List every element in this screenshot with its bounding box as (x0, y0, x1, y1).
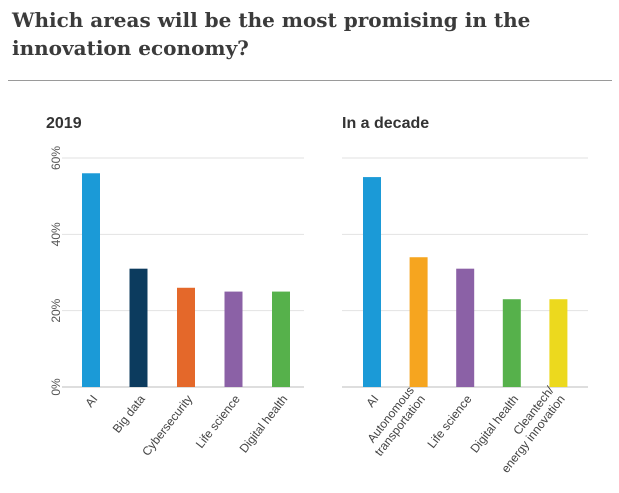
chart-title-1: 2019 (46, 115, 82, 132)
category-label-2-5: Cleantech/energy innovation (487, 383, 568, 475)
chart-title-2: In a decade (342, 115, 429, 132)
figure-title: Which areas will be the most promising i… (12, 8, 531, 60)
y-tick-label: 20% (49, 298, 63, 322)
y-tick-label: 40% (49, 222, 63, 246)
y-tick-label: 0% (49, 378, 63, 396)
category-label-1-3: Cybersecurity (139, 392, 195, 458)
category-label-1-2: Big data (110, 392, 148, 436)
bar-2-1 (363, 177, 381, 387)
bar-2-4 (502, 299, 521, 387)
bar-1-5 (272, 291, 290, 387)
bar-1-3 (177, 287, 195, 387)
title-divider (8, 80, 612, 81)
category-label-2-1: AI (363, 392, 381, 410)
y-tick-label: 60% (49, 146, 63, 170)
bar-1-2 (129, 268, 148, 387)
category-label-1-5: Digital health (237, 392, 291, 455)
category-label-1-4: Life science (193, 392, 243, 451)
bar-1-1 (82, 173, 100, 387)
bar-1-4 (224, 291, 243, 387)
bar-2-5 (549, 299, 568, 387)
bar-2-2 (409, 257, 428, 387)
category-label-1-1: AI (82, 392, 100, 410)
category-label-2-3: Life science (425, 392, 475, 451)
bar-2-3 (456, 268, 475, 387)
